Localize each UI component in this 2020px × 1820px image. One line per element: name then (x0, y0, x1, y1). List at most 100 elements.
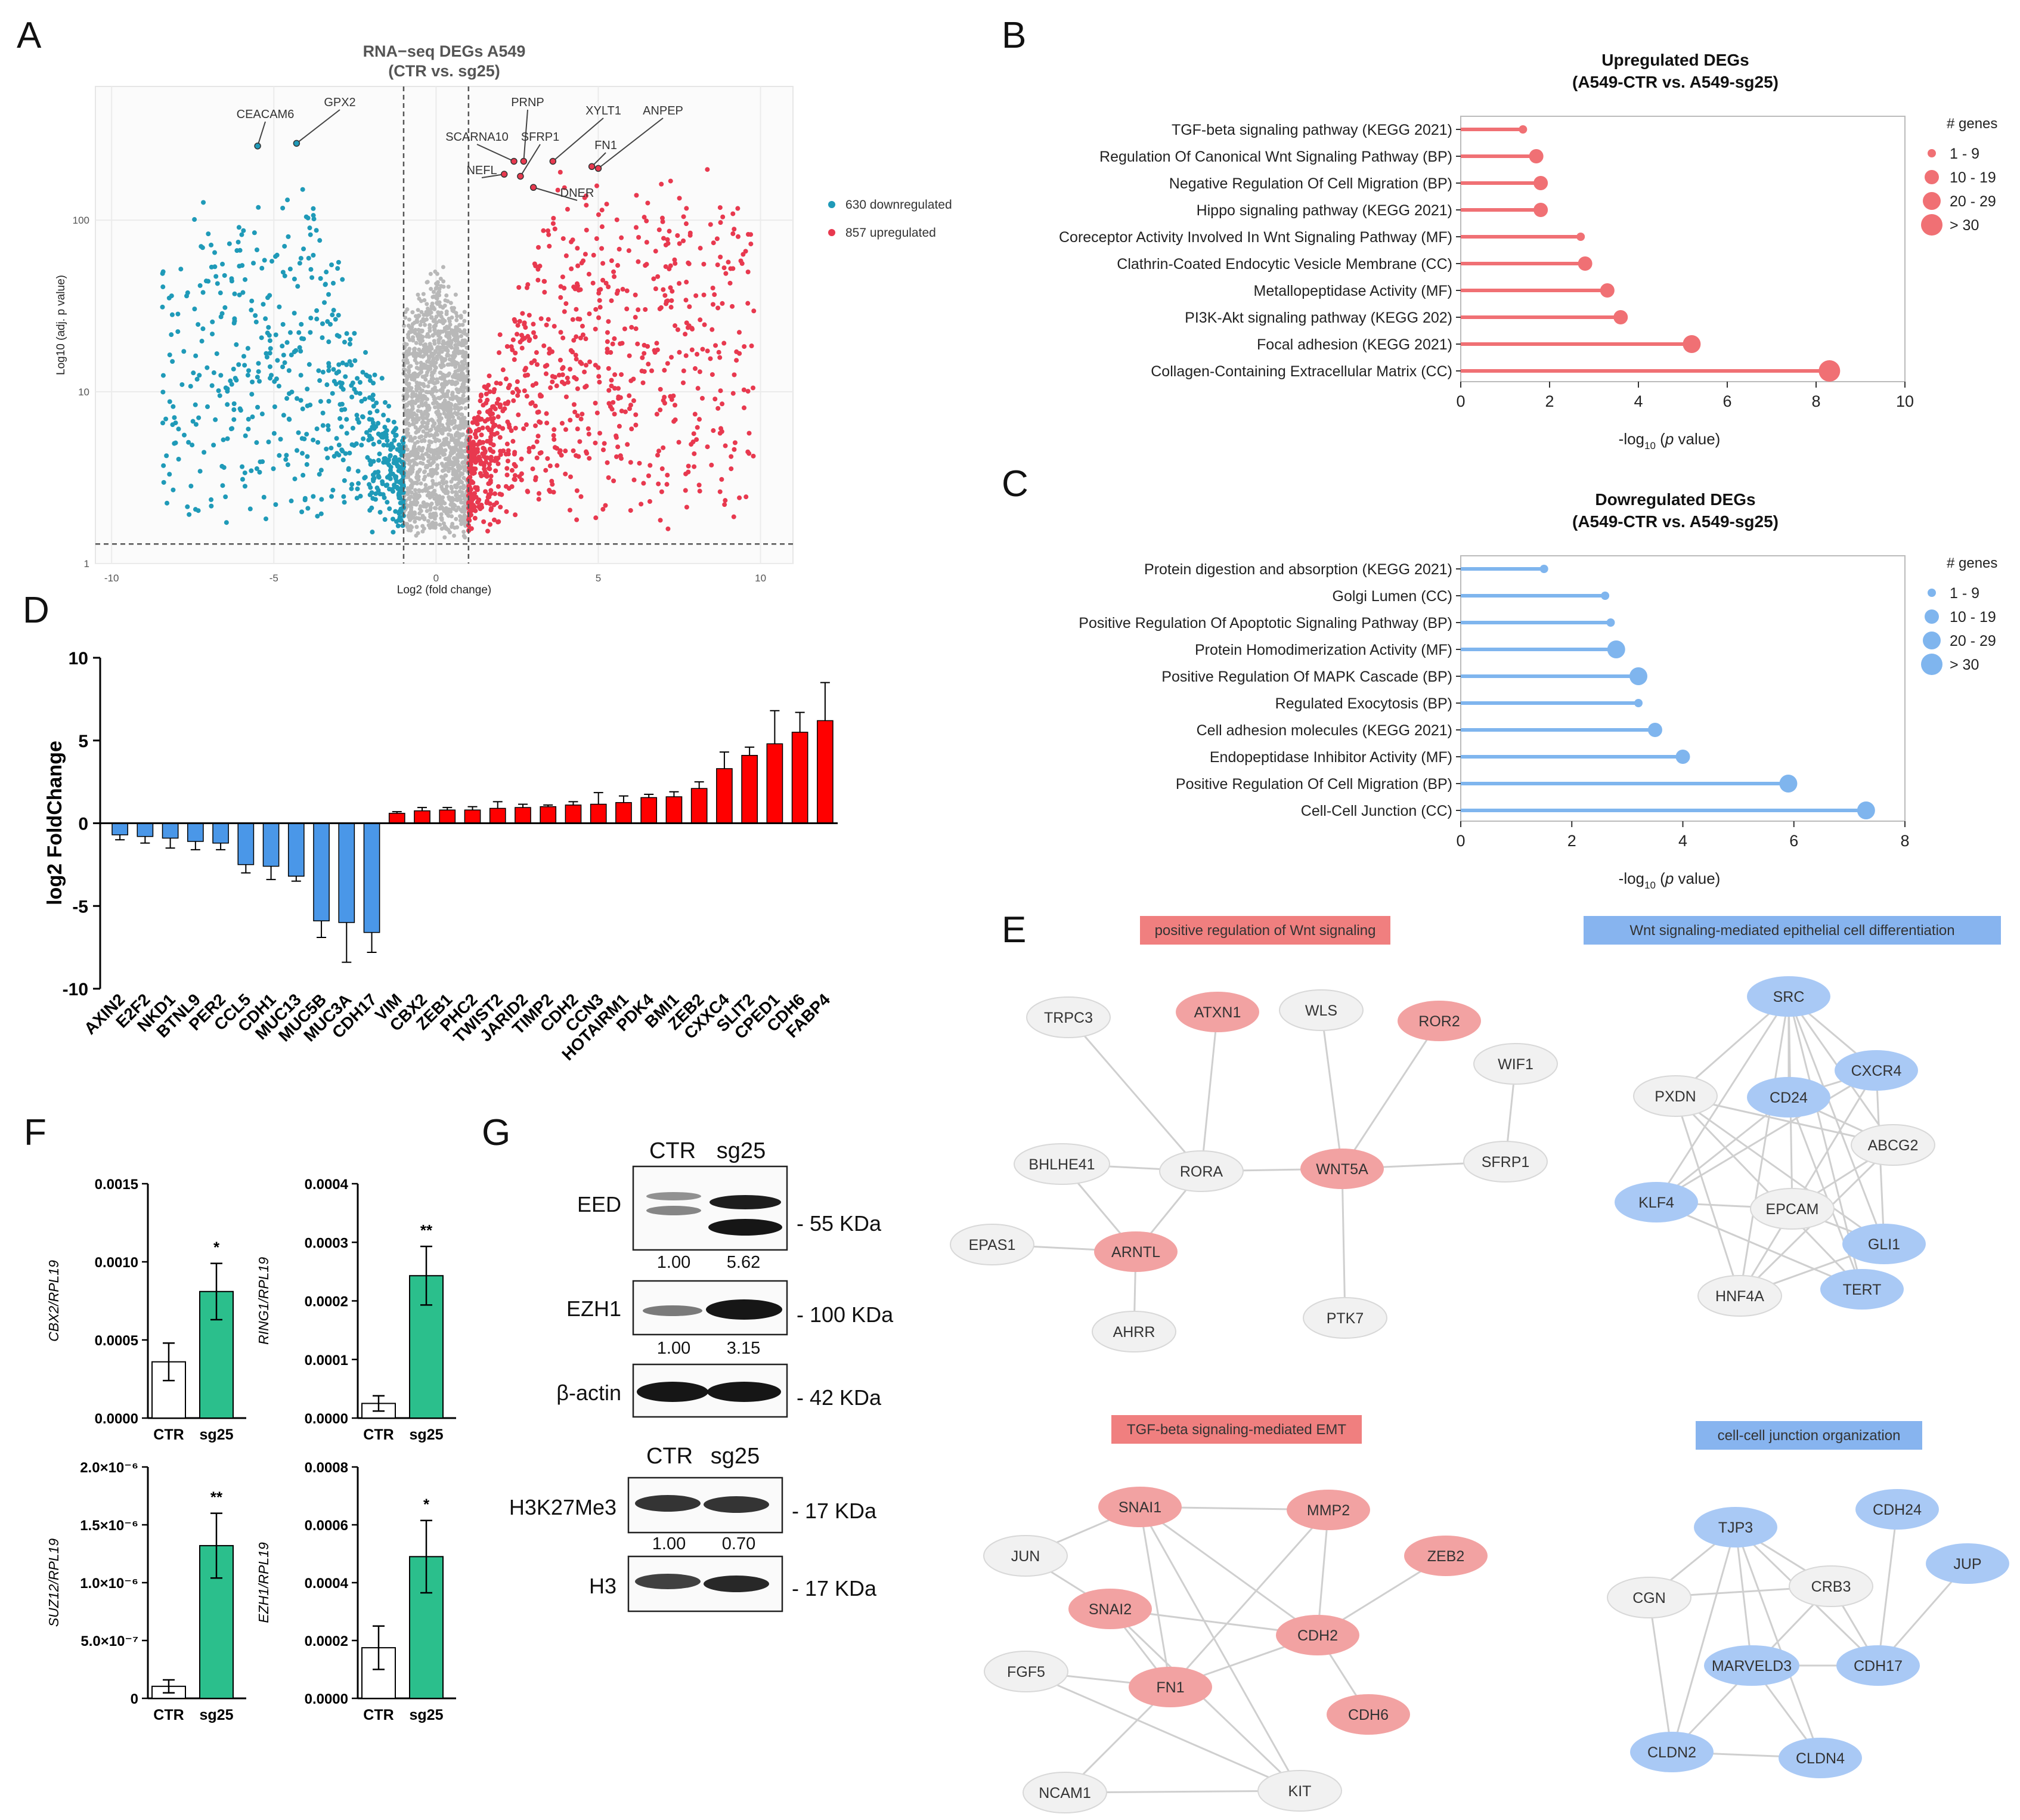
data-point (575, 283, 580, 289)
data-point (521, 426, 526, 431)
data-point (711, 240, 716, 246)
data-point (458, 377, 463, 382)
data-point (729, 454, 734, 459)
molecular-weight-label: - 42 KDa (797, 1385, 882, 1410)
data-point (460, 480, 464, 485)
data-point (515, 379, 520, 385)
data-point (222, 305, 228, 310)
data-point (519, 345, 525, 351)
data-point (280, 364, 286, 370)
data-point (411, 347, 416, 352)
data-point (437, 438, 442, 443)
data-point (526, 449, 532, 454)
legend-title: # genes (1947, 555, 1997, 571)
data-point (452, 469, 457, 473)
data-point (665, 237, 670, 242)
data-point (421, 382, 426, 386)
data-point (491, 502, 497, 507)
data-point (511, 398, 516, 403)
data-point (717, 205, 723, 211)
data-point (447, 326, 451, 330)
bar (414, 810, 430, 824)
data-point (267, 338, 272, 343)
data-point (664, 482, 670, 487)
lollipop-head (1606, 618, 1615, 627)
data-point (481, 519, 487, 524)
data-point (429, 351, 434, 356)
data-point (404, 453, 408, 458)
data-point (397, 515, 402, 520)
data-point (634, 193, 639, 198)
data-point (455, 346, 460, 351)
bar (111, 822, 128, 835)
network-node (1023, 1772, 1107, 1813)
data-point (512, 317, 517, 322)
y-tick-label: 0.0002 (305, 1633, 348, 1649)
data-point (547, 346, 552, 352)
data-point (423, 401, 428, 406)
data-point (256, 369, 261, 374)
data-point (448, 301, 453, 305)
data-point (579, 361, 584, 366)
data-point (268, 373, 274, 378)
network-node (1257, 1770, 1342, 1812)
legend-marker (1925, 170, 1939, 184)
data-point (436, 403, 441, 408)
data-point (442, 398, 447, 403)
data-point (430, 361, 435, 366)
data-point (537, 491, 542, 496)
data-point (202, 450, 207, 455)
data-point (350, 380, 355, 386)
data-point (374, 485, 380, 491)
data-point (637, 460, 642, 466)
data-point (286, 368, 292, 373)
data-point (360, 414, 365, 420)
network-node-label: GLI1 (1868, 1236, 1900, 1253)
data-point (512, 357, 517, 363)
data-point (408, 374, 413, 379)
network-node (1129, 1667, 1212, 1707)
gene-label: DNER (560, 187, 594, 200)
data-point (240, 464, 245, 469)
data-point (209, 383, 215, 388)
y-tick-label: 0.0006 (305, 1518, 348, 1534)
data-point (167, 399, 172, 404)
data-point (432, 488, 437, 493)
network-node (1836, 1645, 1920, 1686)
category-label: Regulated Exocytosis (BP) (1275, 695, 1452, 712)
data-point (257, 469, 262, 475)
data-point (171, 487, 176, 493)
data-point (190, 419, 196, 424)
data-point (749, 343, 754, 349)
data-point (314, 228, 319, 233)
data-point (614, 291, 619, 296)
data-point (466, 523, 471, 528)
data-point (544, 420, 550, 426)
blot-band (708, 1219, 782, 1236)
data-point (371, 441, 376, 447)
data-point (558, 295, 563, 300)
network-title-box (1584, 916, 2001, 945)
data-point (659, 466, 665, 472)
data-point (574, 307, 579, 312)
network-edge (1668, 1106, 1777, 1193)
data-point (642, 215, 647, 220)
data-point (441, 342, 445, 346)
data-point (423, 482, 428, 487)
data-point (475, 485, 480, 490)
data-point (517, 318, 522, 324)
data-point (509, 484, 515, 489)
data-point (298, 398, 303, 403)
labeled-point (254, 143, 261, 150)
data-point (625, 442, 630, 447)
data-point (444, 527, 448, 531)
data-point (335, 266, 340, 271)
data-point (280, 205, 286, 211)
network-node-label: RORA (1180, 1163, 1223, 1180)
data-point (604, 202, 609, 207)
data-point (326, 398, 331, 404)
data-point (667, 228, 672, 234)
data-point (414, 456, 419, 461)
x-axis-label-subscript: 10 (1644, 880, 1656, 891)
network-node-label: BHLHE41 (1028, 1156, 1095, 1173)
